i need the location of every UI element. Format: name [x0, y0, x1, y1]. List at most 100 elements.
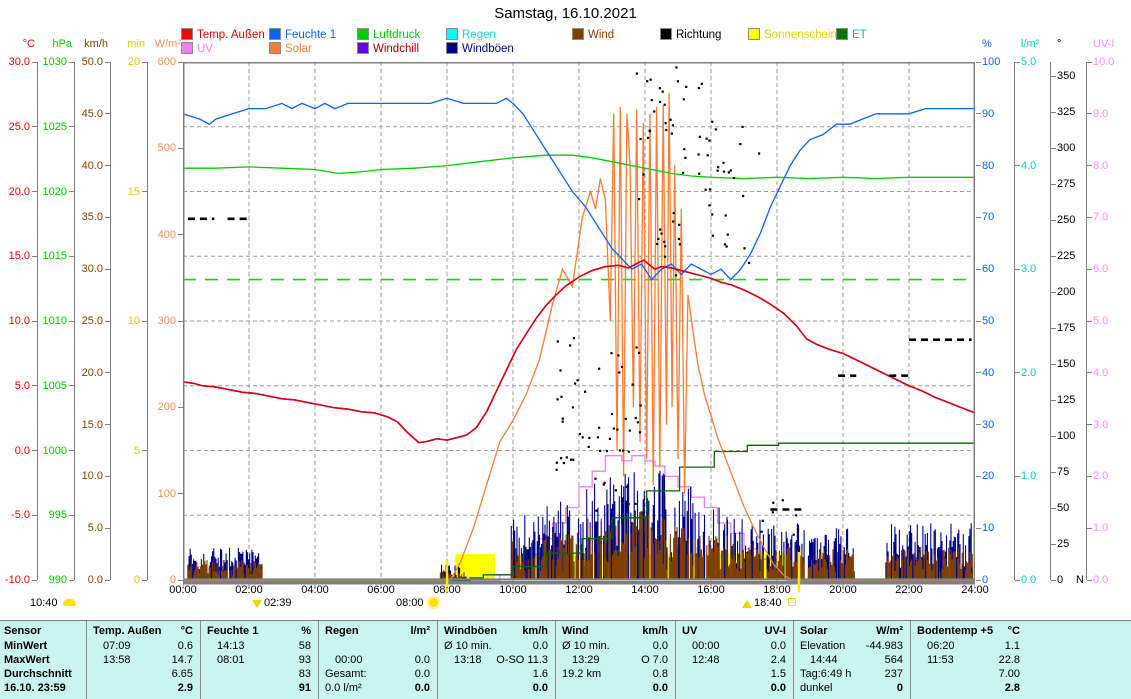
direction-dot: [716, 169, 719, 172]
table-row-header: MaxWert: [4, 654, 50, 666]
axis-tick: [1051, 147, 1056, 149]
direction-dot: [572, 337, 576, 340]
axis-label: 3.0: [1093, 418, 1109, 431]
column-name: Feuchte 1: [207, 625, 259, 637]
axis-label: 300: [157, 315, 176, 327]
legend-item-wind: Wind: [572, 28, 614, 42]
direction-dot: [724, 214, 727, 217]
axis-tick: [69, 385, 74, 387]
axis-label: -5.0: [11, 509, 30, 522]
axis-tick: [1051, 363, 1056, 365]
direction-dot: [711, 120, 714, 123]
axis-tick: [976, 372, 981, 374]
axis-tick: [142, 579, 147, 581]
axis-tick: [1015, 475, 1020, 477]
cell-label: Ø 10 min.: [444, 640, 492, 652]
axis-tick: [142, 61, 147, 63]
table-column-temp-au-en: Temp. Außen °C 07:09 0.6 13:58 14.7 6.65 2.9: [86, 621, 201, 699]
axes-layer: °C 30.0 25.0 20.0 15.0 10.0 5.0 0.0 -5.0 -10.0 hPa…: [5, 38, 1115, 586]
step-line: [183, 442, 975, 581]
series-solar: [183, 93, 975, 581]
axis-tick: [105, 61, 110, 63]
axis-label: 350: [1057, 70, 1076, 83]
axis-tick: [1087, 165, 1092, 167]
direction-dot: [670, 132, 673, 135]
direction-dot: [761, 519, 764, 522]
direction-dot: [639, 404, 642, 407]
legend-label: Sonnenschein: [764, 29, 837, 41]
direction-dot: [714, 128, 717, 131]
axis-unit-°C: °C: [22, 38, 35, 50]
table-column-wind: Wind km/h Ø 10 min. 0.0 13:29 O 7.0 19.2 km 0.8…: [555, 621, 676, 699]
axis-label: 80: [982, 159, 995, 172]
axis-tick: [1015, 579, 1020, 581]
axis-label: 5.0: [1093, 315, 1109, 327]
plot-border: [183, 62, 975, 580]
cell-label: 14:13: [217, 640, 245, 652]
axis-label: 0: [133, 574, 140, 586]
direction-dot: [578, 432, 581, 436]
cell-label: 0.0 l/m²: [325, 682, 362, 694]
direction-dot: [669, 118, 672, 121]
moonset-time: 02:39: [264, 597, 292, 609]
axis-tick: [1051, 183, 1056, 185]
axis-tick: [105, 268, 110, 270]
direction-dot: [706, 154, 709, 157]
table-row-header: Sensor: [4, 625, 42, 637]
axis-label: 2.0: [1021, 366, 1037, 379]
axis-tick: [69, 450, 74, 451]
moonset-marker: 02:39: [252, 597, 292, 611]
axis-tick: [976, 268, 981, 270]
direction-dot: [711, 213, 714, 216]
direction-dot: [682, 171, 685, 174]
axis-label: 25.0: [8, 120, 30, 133]
direction-dot: [726, 233, 729, 236]
cell-value: 0: [896, 682, 903, 694]
axis-label: 200: [1057, 286, 1076, 299]
direction-dot: [624, 417, 627, 420]
axis-line-km/h: [110, 62, 111, 580]
legend-swatch: [748, 28, 760, 40]
direction-dot: [729, 169, 732, 172]
axis-label: 100: [982, 56, 1001, 68]
axis-label: 600: [157, 56, 176, 68]
direction-dot: [634, 416, 637, 420]
table-row-header: 16.10. 23:59: [4, 682, 66, 694]
direction-dot: [708, 188, 712, 191]
axis-label: 30.0: [8, 56, 30, 68]
series-et: [183, 442, 975, 581]
step-line: [183, 455, 975, 581]
axis-tick: [1087, 268, 1092, 270]
axis-tick: [32, 61, 37, 63]
axis-tick: [178, 147, 183, 149]
axis-tick: [69, 320, 74, 322]
direction-dot: [634, 502, 637, 505]
axis-label: 1025: [42, 120, 67, 133]
column-unit: %: [301, 625, 311, 637]
axis-label: 50: [982, 315, 995, 327]
cell-value: 0.0: [532, 640, 548, 652]
direction-dot: [639, 137, 642, 141]
axis-label: 15: [127, 185, 140, 198]
axis-label: 0.0: [87, 574, 103, 586]
axis-tick: [178, 579, 183, 581]
column-name: Wind: [562, 625, 589, 637]
series-feuchte-1: [182, 97, 975, 281]
direction-dot: [796, 528, 800, 531]
axis-label: 990: [48, 574, 67, 586]
sunset-marker: 18:40: [742, 597, 796, 611]
direction-dot: [570, 458, 573, 461]
cell-value: 0.0: [414, 654, 430, 666]
axis-tick: [1051, 543, 1056, 545]
cell-label: 07:09: [103, 640, 131, 652]
axis-tick: [105, 320, 110, 322]
legend-item-luftdruck: Luftdruck: [357, 28, 420, 42]
axis-label: 325: [1057, 106, 1076, 119]
axis-tick: [142, 191, 147, 192]
axis-label: 45.0: [81, 107, 103, 120]
axis-label: 1030: [42, 56, 67, 68]
line: [183, 154, 975, 180]
cell-value: 0.0: [414, 668, 430, 680]
direction-dot: [562, 461, 565, 465]
axis-label: 20.0: [8, 185, 30, 198]
